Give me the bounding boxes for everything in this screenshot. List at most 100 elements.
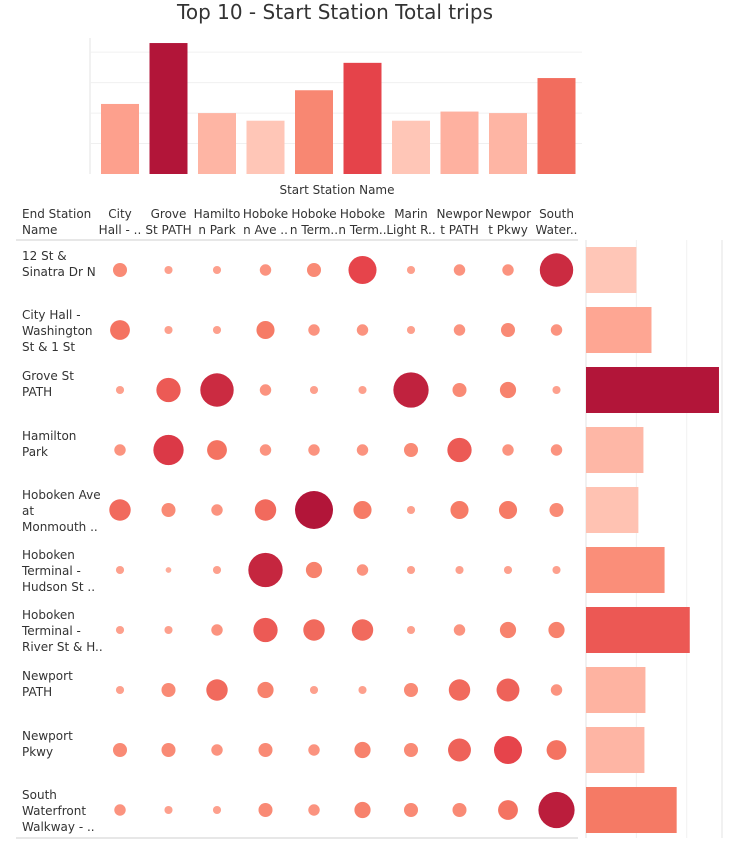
trip-bubble: [453, 264, 466, 276]
trip-bubble: [308, 324, 320, 336]
trip-bubble: [455, 565, 464, 575]
trip-bubble: [309, 685, 319, 695]
trip-bubble: [109, 499, 131, 521]
row-label: Waterfront: [22, 804, 86, 818]
trip-bubble: [112, 262, 128, 278]
x-axis-title: Start Station Name: [279, 183, 394, 197]
trip-bubble: [354, 741, 371, 759]
trip-bubble: [406, 265, 416, 275]
trip-bubble: [552, 565, 561, 575]
row-label: Grove St: [22, 369, 74, 383]
trip-bubble: [303, 619, 325, 641]
row-label: Monmouth ..: [22, 520, 98, 534]
trip-bubble: [212, 265, 222, 275]
column-header-label: Grove: [151, 207, 187, 221]
column-header-label: Water..: [536, 223, 578, 237]
trip-bubble: [453, 324, 466, 336]
row-label: Washington: [22, 324, 93, 338]
trip-bubble: [499, 621, 517, 639]
trip-bubble: [549, 502, 564, 518]
bubble-matrix: [109, 253, 575, 829]
top-bar-chart: [101, 43, 576, 174]
end-station-bar: [586, 367, 719, 413]
column-header-label: City: [108, 207, 132, 221]
trip-bubble: [498, 800, 518, 820]
trip-bubble: [258, 742, 273, 758]
trip-bubble: [308, 804, 320, 816]
row-header-label: End Station: [22, 207, 91, 221]
trip-bubble: [550, 444, 563, 456]
trip-bubble: [259, 384, 272, 396]
trip-bubble: [259, 264, 272, 276]
trip-bubble: [165, 567, 172, 573]
row-label: PATH: [22, 385, 52, 399]
trip-bubble: [403, 682, 419, 698]
trip-bubble: [256, 320, 275, 340]
trip-bubble: [499, 381, 517, 399]
trip-bubble: [503, 565, 513, 575]
trip-bubble: [309, 385, 319, 395]
row-label: St & 1 St: [22, 340, 75, 354]
trip-bubble: [406, 565, 416, 575]
end-station-bar: [586, 427, 644, 473]
trip-bubble: [308, 744, 320, 756]
trip-bubble: [546, 740, 567, 760]
row-labels: 12 St & Sinatra Dr N City Hall - Washington…: [21, 249, 103, 834]
trip-bubble: [351, 619, 374, 641]
row-label: Hoboken Ave: [22, 488, 101, 502]
row-label: City Hall -: [22, 308, 81, 322]
row-label: Newport: [22, 729, 73, 743]
trip-bubble: [356, 564, 369, 576]
row-label: Pkwy: [22, 745, 53, 759]
trip-bubble: [356, 324, 369, 336]
trip-bubble: [115, 685, 125, 695]
start-station-bar: [489, 113, 527, 174]
trip-bubble: [211, 504, 223, 516]
end-station-bar: [586, 487, 639, 533]
column-header-label: n Park: [198, 223, 235, 237]
trip-bubble: [356, 444, 369, 456]
column-header-label: Marin: [394, 207, 428, 221]
trip-bubble: [212, 325, 222, 335]
end-station-bar: [586, 727, 645, 773]
trip-bubble: [112, 742, 128, 758]
end-station-bar: [586, 247, 637, 293]
column-header-label: n Term..: [290, 223, 338, 237]
trip-bubble: [348, 255, 377, 285]
column-header-label: South: [539, 207, 574, 221]
row-label: Terminal -: [21, 564, 81, 578]
trip-bubble: [254, 499, 277, 521]
trip-bubble: [406, 325, 416, 335]
start-station-bar: [343, 62, 382, 174]
row-label: Hudson St ..: [22, 580, 95, 594]
row-label: at: [22, 504, 34, 518]
trip-bubble: [153, 434, 184, 466]
column-header-label: Hamilto: [194, 207, 241, 221]
trip-bubble: [161, 682, 176, 698]
row-label: South: [22, 788, 57, 802]
column-header-label: Hoboke: [243, 207, 288, 221]
row-label: Hoboken: [22, 608, 75, 622]
row-label: PATH: [22, 685, 52, 699]
trip-bubble: [403, 442, 419, 458]
trip-bubble: [452, 382, 467, 398]
trip-bubble: [406, 505, 416, 515]
trip-bubble: [115, 565, 125, 575]
trip-bubble: [448, 738, 471, 762]
trip-bubble: [110, 320, 130, 340]
trip-bubble: [164, 265, 173, 275]
trip-bubble: [212, 805, 222, 815]
start-station-bar: [295, 90, 333, 174]
trip-bubble: [114, 804, 126, 816]
start-station-bar: [246, 120, 285, 174]
column-header-label: t PATH: [440, 223, 479, 237]
trip-bubble: [156, 377, 181, 403]
trip-bubble: [200, 373, 234, 407]
trip-bubble: [447, 437, 472, 463]
trip-bubble: [253, 617, 278, 643]
end-station-bar: [586, 307, 652, 353]
trip-bubble: [164, 625, 173, 635]
trip-bubble: [498, 500, 518, 520]
trip-bubble: [115, 385, 125, 395]
end-station-bar: [586, 547, 665, 593]
